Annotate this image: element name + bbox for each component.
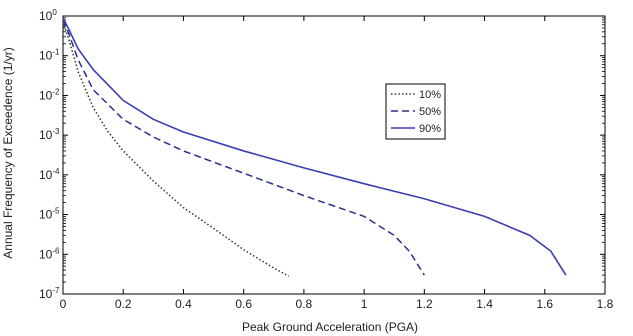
x-tick-label: 0.4 bbox=[175, 297, 192, 311]
y-tick-label: 100 bbox=[39, 8, 57, 23]
x-tick-label: 1 bbox=[361, 297, 368, 311]
x-axis-label: Peak Ground Acceleration (PGA) bbox=[242, 320, 418, 334]
y-tick-label: 10-6 bbox=[39, 246, 60, 261]
x-tick-label: 0 bbox=[60, 297, 67, 311]
plot-area: 0 0.2 0.4 0.6 0.8 1 1.2 1.4 1.6 1.8 100 10-1 10-2 10-… bbox=[39, 8, 614, 311]
x-tick-label: 1.2 bbox=[416, 297, 433, 311]
y-axis-label: Annual Frequency of Exceedence (1/yr) bbox=[1, 47, 15, 258]
x-tick-label: 0.6 bbox=[235, 297, 252, 311]
series-line bbox=[62, 19, 425, 276]
y-tick-label: 10-7 bbox=[39, 286, 60, 301]
x-tick-label: 1.6 bbox=[536, 297, 553, 311]
y-tick-label: 10-3 bbox=[39, 127, 60, 142]
y-tick-label: 10-1 bbox=[39, 48, 60, 63]
legend-label: 90% bbox=[419, 123, 441, 135]
legend-label: 50% bbox=[419, 106, 441, 118]
plot-frame bbox=[62, 15, 606, 295]
x-tick-label: 1.8 bbox=[597, 297, 614, 311]
series-line bbox=[62, 17, 567, 276]
series-line bbox=[62, 21, 290, 277]
y-tick-label: 10-4 bbox=[39, 167, 60, 182]
x-tick-label: 0.8 bbox=[296, 297, 313, 311]
y-tick-label: 10-5 bbox=[39, 207, 60, 222]
legend-label: 10% bbox=[419, 89, 441, 101]
legend: 10% 50% 90% bbox=[385, 83, 446, 140]
x-tick-label: 1.4 bbox=[476, 297, 493, 311]
y-tick-label: 10-2 bbox=[39, 87, 60, 102]
x-tick-label: 0.2 bbox=[115, 297, 132, 311]
